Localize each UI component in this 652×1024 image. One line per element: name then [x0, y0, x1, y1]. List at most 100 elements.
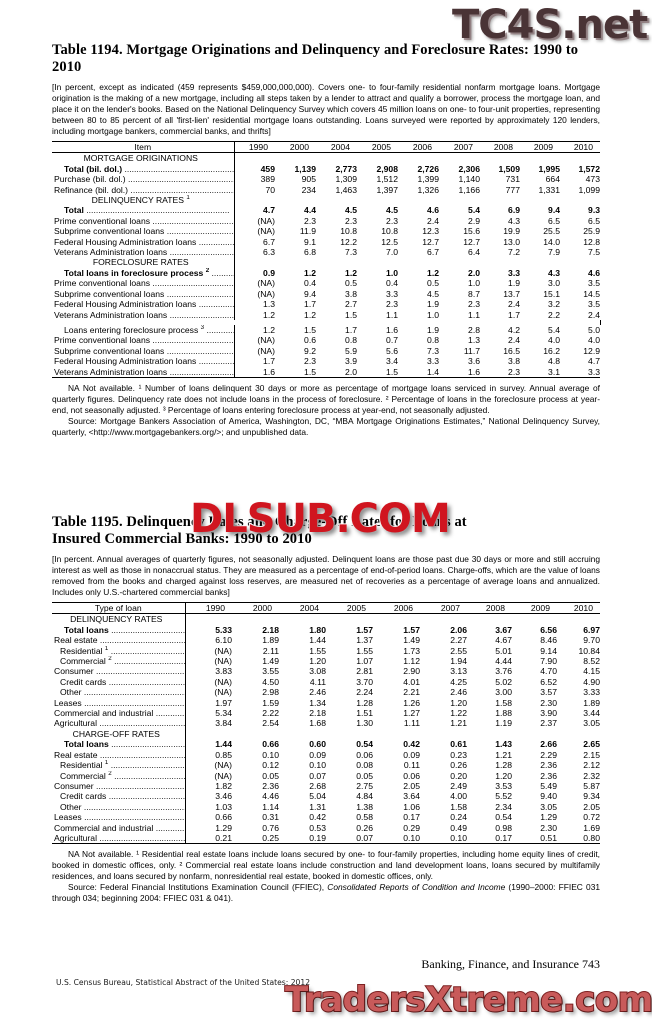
cell-value: 2.36 [262, 780, 279, 791]
table-1195-body: DELINQUENCY RATES Total loans ...........… [52, 613, 600, 845]
table-section-row: DELINQUENCY RATES [52, 613, 600, 625]
cell-value: 2.81 [356, 666, 373, 677]
cell-value: 7.90 [540, 656, 557, 667]
cell-value: 5.6 [386, 345, 398, 356]
cell-value: 4.46 [262, 791, 279, 802]
cell-value: (NA) [257, 215, 275, 226]
cell-value: 1.1 [468, 309, 480, 320]
leader-dots: ........................................… [99, 635, 184, 646]
cell-value: 1.34 [309, 697, 326, 708]
cell-value: 9.4 [548, 205, 560, 216]
cell-value: 2.36 [540, 760, 557, 771]
cell-value: 1.43 [495, 739, 512, 750]
cell-value: 3.76 [495, 666, 512, 677]
cell-value: 0.11 [403, 760, 420, 771]
table-row: Prime conventional loans ...............… [52, 335, 600, 346]
cell-value: 25.9 [583, 226, 600, 237]
cell-value: 12.2 [340, 236, 357, 247]
row-label: Other ..................................… [52, 687, 186, 698]
cell-value: 0.17 [403, 812, 420, 823]
table-row: Refinance (bil. dol.) ..................… [52, 184, 600, 196]
cell-value: 2.18 [262, 624, 279, 635]
section-heading: MORTGAGE ORIGINATIONS [52, 152, 235, 164]
table-1195-source: Source: Federal Financial Institutions E… [52, 882, 600, 904]
leader-dots: ........................................… [152, 215, 234, 226]
cell-value: 3.08 [309, 666, 326, 677]
cell-value: 2.4 [508, 335, 520, 346]
cell-value: 0.8 [427, 335, 439, 346]
cell-value: 4.25 [450, 676, 467, 687]
cell-value: 2.2 [548, 309, 560, 320]
cell-value: 0.23 [450, 749, 467, 760]
table-1195-notes: NA Not available. ¹ Residential real est… [52, 849, 600, 904]
cell-value: 0.53 [309, 822, 326, 833]
cell-value: 1.2 [345, 267, 357, 278]
cell-value: 2.29 [540, 749, 557, 760]
cell-value: 4.01 [403, 676, 420, 687]
cell-value: 1.59 [262, 697, 279, 708]
cell-value: 4.67 [495, 635, 512, 646]
cell-value: 3.44 [583, 708, 600, 719]
cell-value: 1.11 [403, 718, 420, 729]
cell-value: 1,099 [578, 184, 600, 195]
cell-value: 1.49 [403, 635, 420, 646]
cell-value: 15.1 [543, 288, 560, 299]
table-1195-footnote: NA Not available. ¹ Residential real est… [52, 849, 600, 882]
cell-value: 0.12 [262, 760, 279, 771]
leader-dots: ........................................… [84, 812, 185, 823]
cell-value: 5.0 [588, 324, 600, 335]
cell-value: 777 [505, 184, 520, 195]
cell-value: 3.0 [548, 278, 560, 289]
cell-value: 7.2 [508, 247, 520, 258]
cell-value: 1.5 [345, 309, 357, 320]
cell-value: 0.5 [427, 278, 439, 289]
cell-value: 4.70 [540, 666, 557, 677]
row-label: Total loans ............................… [52, 624, 186, 636]
cell-value: 0.05 [356, 770, 373, 781]
cell-value: 0.09 [403, 749, 420, 760]
row-label: Leases .................................… [52, 697, 186, 709]
column-header-2004: 2004 [299, 603, 319, 613]
cell-value: 7.3 [427, 345, 439, 356]
cell-value: 1.0 [386, 267, 398, 278]
cell-value: 9.14 [540, 645, 557, 656]
cell-value: 1.14 [262, 801, 279, 812]
table-section-row: MORTGAGE ORIGINATIONS [52, 152, 600, 164]
cell-value: 3.00 [495, 687, 512, 698]
row-label: Loans entering foreclosure process 3 ...… [52, 324, 235, 336]
cell-value: 1.1 [386, 309, 398, 320]
cell-value: 4.0 [548, 335, 560, 346]
cell-value: 1,139 [294, 163, 316, 174]
cell-value: 4.5 [386, 205, 398, 216]
cell-value: 1.29 [540, 812, 557, 823]
cell-value: 2,306 [458, 163, 480, 174]
cell-value: 1.19 [495, 718, 512, 729]
cell-value: 0.21 [185, 832, 232, 845]
table-1195-headnote: [In percent. Annual averages of quarterl… [52, 554, 600, 597]
cell-value: 3.84 [215, 718, 232, 729]
cell-value: 5.4 [548, 324, 560, 335]
cell-value: 0.72 [583, 812, 600, 823]
leader-dots: ........................................… [99, 718, 184, 729]
cell-value: 2.66 [540, 739, 557, 750]
column-header-1990: 1990 [205, 603, 225, 613]
cell-value: 1,326 [417, 184, 439, 195]
cell-value: 2.11 [262, 645, 279, 656]
column-header-type-of-loan: Type of loan [52, 602, 186, 614]
leader-dots: ........................................… [111, 624, 185, 635]
cell-value: 0.9 [263, 267, 275, 278]
table-row: Veterans Administration loans ..........… [52, 309, 600, 320]
cell-value: 4.6 [427, 205, 439, 216]
cell-value: 1.44 [215, 739, 232, 750]
leader-dots: ........................................… [169, 247, 234, 258]
row-label: Real estate ............................… [52, 635, 186, 646]
cell-value: 1.88 [495, 708, 512, 719]
cell-value: 2.05 [403, 780, 420, 791]
column-header-2000: 2000 [289, 142, 309, 152]
cell-value: 0.24 [450, 812, 467, 823]
cell-value: 1.20 [450, 697, 467, 708]
leader-dots: ........................................… [110, 645, 185, 656]
table-row: Purchase (bil. dol.) ...................… [52, 174, 600, 185]
column-header-2010: 2010 [573, 603, 593, 613]
